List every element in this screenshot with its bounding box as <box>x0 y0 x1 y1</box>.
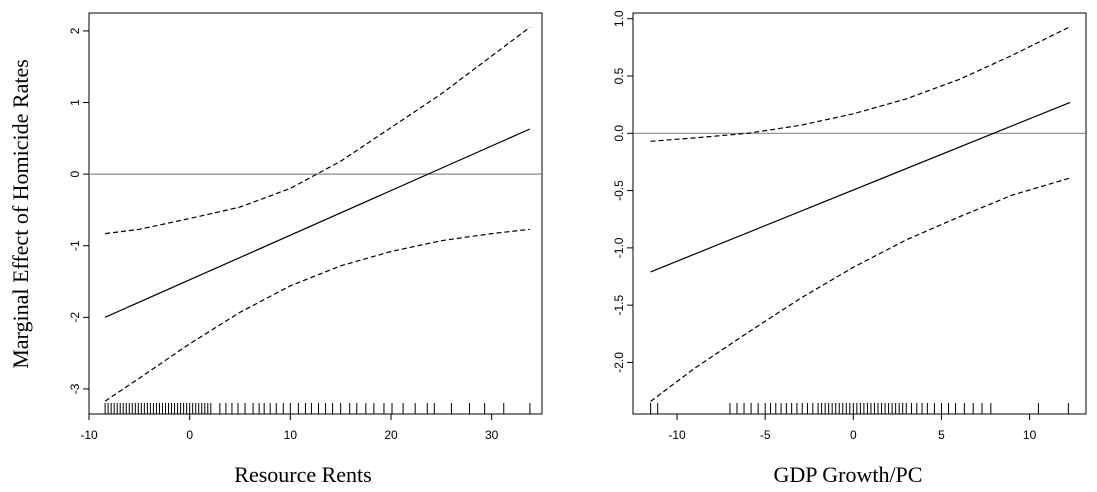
x-tick-label: 5 <box>938 428 945 442</box>
x-tick-label: -10 <box>80 428 98 442</box>
plot-frame <box>88 12 543 415</box>
x-tick-label: 0 <box>186 428 193 442</box>
y-tick-label: -2 <box>68 312 82 323</box>
y-tick-label: -2.0 <box>612 352 626 373</box>
y-tick-label: 1 <box>68 99 82 106</box>
upper-ci-line <box>105 26 531 235</box>
rug-marks <box>650 403 1069 414</box>
x-tick-label: 30 <box>485 428 499 442</box>
x-axis: -10 -5 0 5 10 <box>668 414 1037 442</box>
x-tick-label: -5 <box>760 428 771 442</box>
y-tick-label: -0.5 <box>612 180 626 201</box>
x-axis-title: Resource Rents <box>234 462 371 487</box>
x-tick-label: 10 <box>284 428 298 442</box>
lower-ci-line <box>650 177 1071 402</box>
rug-marks <box>104 403 531 414</box>
x-tick-label: 20 <box>384 428 398 442</box>
y-tick-label: 0.5 <box>612 67 626 84</box>
x-axis: -10 0 10 20 30 <box>80 414 499 442</box>
plot-area <box>633 26 1086 402</box>
marginal-effect-line <box>104 128 531 318</box>
x-axis-title: GDP Growth/PC <box>774 462 923 487</box>
plot-frame <box>632 12 1087 415</box>
y-tick-label: 2 <box>68 27 82 34</box>
plot-area <box>89 26 542 402</box>
lower-ci-line <box>104 228 530 402</box>
y-tick-label: 0 <box>68 170 82 177</box>
y-tick-label: -1.5 <box>612 294 626 315</box>
y-tick-label: -3 <box>68 383 82 394</box>
x-tick-label: 10 <box>1023 428 1037 442</box>
upper-ci-line <box>650 26 1071 142</box>
chart-gdp-growth: -2.0 -1.5 -1.0 -0.5 0.0 0.5 1.0 -10 -5 0 5 10 GDP … <box>612 10 1087 487</box>
y-axis: -3 -2 -1 0 1 2 <box>68 27 89 394</box>
y-tick-label: 1.0 <box>612 10 626 27</box>
y-tick-label: -1 <box>68 240 82 251</box>
y-tick-label: -1.0 <box>612 237 626 258</box>
y-tick-label: 0.0 <box>612 125 626 142</box>
y-axis-title: Marginal Effect of Homicide Rates <box>8 59 33 369</box>
x-tick-label: 0 <box>850 428 857 442</box>
y-axis: -2.0 -1.5 -1.0 -0.5 0.0 0.5 1.0 <box>612 10 633 373</box>
x-tick-label: -10 <box>668 428 686 442</box>
marginal-effect-line <box>650 101 1071 273</box>
